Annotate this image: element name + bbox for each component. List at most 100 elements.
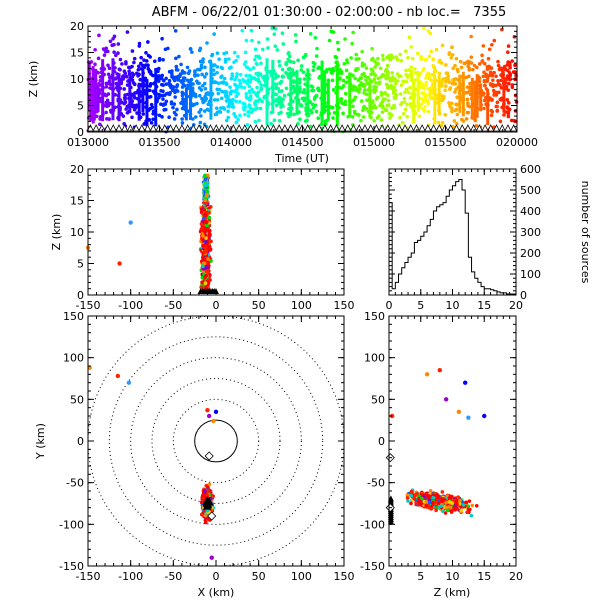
source-point [142,122,147,126]
source-point [299,68,304,72]
source-point [257,118,261,123]
source-point [123,71,128,76]
source-point [492,70,496,75]
source-point [497,90,501,95]
x-tick-label: 0 [386,299,393,312]
source-point [196,73,200,77]
source-point [298,81,302,85]
source-point [464,117,469,121]
source-point [132,56,137,61]
station-triangle [332,124,340,132]
source-point [167,92,172,97]
source-point [245,123,250,127]
source-point [481,74,486,79]
source-point [365,98,369,103]
x-tick-label: 50 [252,299,266,312]
source-point [201,264,205,269]
y-tick-label: 15 [70,47,84,60]
source-point [450,53,455,57]
source-point [180,117,184,121]
source-point [172,78,177,83]
source-point [104,46,109,51]
source-point [452,119,457,123]
source-point [440,78,445,82]
source-point [162,108,166,112]
source-point [144,59,149,63]
source-point [505,105,510,109]
source-point [127,72,132,76]
source-point [246,114,251,118]
source-point [452,81,456,85]
source-point [97,122,102,127]
source-point [220,80,224,85]
source-point [200,238,205,242]
source-point [298,77,302,82]
source-point [201,233,205,238]
source-point [489,108,494,113]
source-point [409,501,413,506]
source-point [225,90,229,95]
source-point [274,92,279,97]
source-point [201,57,205,61]
source-point [253,119,258,124]
source-point [506,44,511,48]
source-point [203,261,207,266]
source-point [227,57,231,61]
x-tick-label: 0 [213,570,220,583]
station-triangle [195,124,203,132]
source-point [172,102,177,106]
source-point [357,87,362,92]
station-triangle [206,124,215,132]
source-point [106,63,110,68]
source-point [210,53,214,58]
source-point [256,71,261,76]
station-triangle [115,124,123,132]
station-triangle [418,124,426,132]
source-point [399,58,404,63]
x-tick-label: 015500 [425,136,467,149]
time-height-xlabel: Time (UT) [274,152,329,165]
source-point [244,95,249,99]
source-point [431,57,436,62]
source-point [116,51,120,55]
x-height-ylabel: Z (km) [50,214,63,251]
source-point [174,56,178,61]
x-height-ticks: -150 -100 -50 0 50 100 150 0 5 10 15 20 [70,163,355,312]
source-point [405,102,410,107]
source-point [110,43,114,48]
range-ring [108,336,324,546]
source-point [385,93,390,97]
station-triangle [92,124,100,132]
source-point [204,285,208,290]
source-point [398,52,403,57]
source-point [161,58,165,62]
source-point [175,89,180,93]
source-point [374,97,379,101]
source-point [180,121,185,125]
source-point [232,112,236,116]
source-point [372,90,377,95]
source-point [157,92,161,97]
source-point [335,40,340,45]
source-point [352,109,357,114]
source-point [141,112,146,116]
source-point [205,265,209,270]
y-tick-label: 150 [63,310,84,323]
source-point [157,95,161,100]
source-point [387,111,392,116]
source-point [148,82,153,86]
source-point [125,105,130,109]
source-point [389,56,394,60]
source-point [349,56,353,60]
y-tick-label: 15 [70,195,84,208]
source-point [366,75,371,80]
source-point [204,269,209,274]
source-point [365,81,369,86]
source-point [270,26,275,31]
source-point [313,35,318,40]
source-point [499,78,503,83]
source-point [483,83,487,88]
source-point [469,55,474,59]
source-point [327,38,332,43]
